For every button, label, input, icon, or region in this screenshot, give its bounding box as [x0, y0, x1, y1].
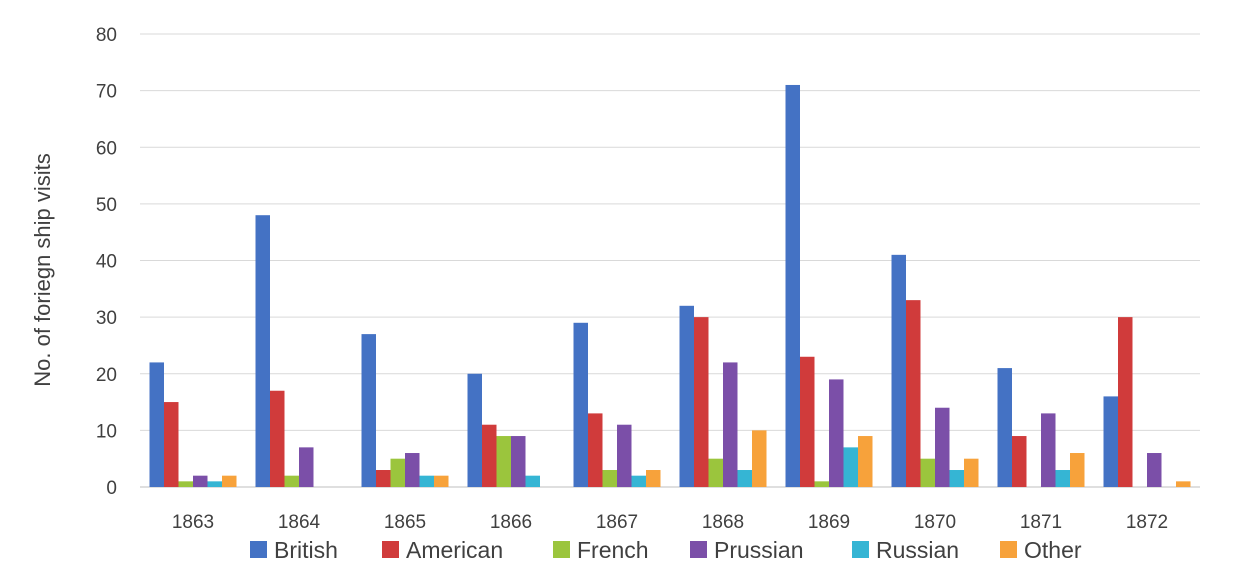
bars: [149, 84, 1191, 488]
bar-russian-1865: [419, 475, 434, 487]
bar-prussian-1872: [1147, 453, 1162, 487]
y-tick-label: 10: [96, 421, 117, 442]
bar-russian-1868: [737, 470, 752, 487]
bar-american-1869: [800, 356, 815, 487]
y-tick-label: 0: [106, 478, 117, 499]
gridlines: [140, 33, 1200, 488]
bar-american-1864: [270, 390, 285, 487]
legend-swatch-american: [382, 541, 399, 558]
bar-other-1871: [1070, 453, 1085, 487]
legend: British American French Prussian Russian Othe…: [250, 537, 1082, 563]
y-tick-label: 80: [96, 25, 117, 46]
bar-other-1869: [858, 436, 873, 487]
x-tick-label: 1865: [384, 512, 426, 533]
legend-swatch-other: [1000, 541, 1017, 558]
bar-british-1865: [361, 334, 376, 487]
y-tick-label: 30: [96, 308, 117, 329]
x-tick-label: 1866: [490, 512, 532, 533]
bar-american-1863: [164, 402, 179, 487]
bar-french-1866: [496, 436, 511, 487]
bar-other-1865: [434, 475, 449, 487]
legend-swatch-french: [553, 541, 570, 558]
y-tick-label: 20: [96, 365, 117, 386]
y-tick-label: 40: [96, 252, 117, 273]
bar-prussian-1863: [193, 475, 208, 487]
bar-british-1871: [997, 368, 1012, 487]
bar-american-1867: [588, 413, 603, 487]
bar-russian-1863: [207, 481, 222, 487]
bar-french-1867: [602, 470, 617, 487]
bar-french-1863: [178, 481, 193, 487]
bar-russian-1871: [1055, 470, 1070, 487]
bar-russian-1866: [525, 475, 540, 487]
bar-other-1870: [964, 458, 979, 487]
legend-label-other: Other: [1024, 537, 1082, 563]
legend-label-french: French: [577, 537, 649, 563]
bar-british-1872: [1103, 396, 1118, 487]
bar-other-1867: [646, 470, 661, 487]
bar-prussian-1865: [405, 453, 420, 487]
bar-british-1866: [467, 373, 482, 487]
bar-british-1864: [255, 215, 270, 487]
bar-british-1870: [891, 254, 906, 487]
bar-american-1872: [1118, 317, 1133, 488]
bar-american-1870: [906, 300, 921, 487]
bar-prussian-1870: [935, 407, 950, 487]
bar-prussian-1866: [511, 436, 526, 487]
bar-british-1868: [679, 305, 694, 487]
x-tick-label: 1870: [914, 512, 956, 533]
x-tick-label: 1864: [278, 512, 321, 533]
bar-british-1863: [149, 362, 164, 487]
bar-french-1870: [920, 458, 935, 487]
bar-russian-1867: [631, 475, 646, 487]
x-tick-label: 1871: [1020, 512, 1062, 533]
legend-label-russian: Russian: [876, 537, 959, 563]
bar-american-1868: [694, 317, 709, 488]
bar-american-1866: [482, 424, 497, 487]
bar-prussian-1869: [829, 379, 844, 487]
bar-french-1869: [814, 481, 829, 487]
bar-american-1865: [376, 470, 391, 487]
bar-british-1869: [785, 84, 800, 488]
bar-prussian-1868: [723, 362, 738, 487]
bar-russian-1870: [949, 470, 964, 487]
y-tick-label: 60: [96, 138, 117, 159]
bar-french-1864: [284, 475, 299, 487]
bar-prussian-1864: [299, 447, 314, 487]
bar-other-1868: [752, 430, 767, 488]
bar-american-1871: [1012, 436, 1027, 487]
x-tick-label: 1869: [808, 512, 850, 533]
bar-other-1872: [1176, 481, 1191, 487]
y-tick-label: 50: [96, 195, 117, 216]
x-tick-label: 1868: [702, 512, 744, 533]
y-tick-label: 70: [96, 82, 117, 103]
x-tick-label: 1872: [1126, 512, 1168, 533]
x-tick-label: 1867: [596, 512, 638, 533]
legend-label-american: American: [406, 537, 503, 563]
legend-label-prussian: Prussian: [714, 537, 803, 563]
legend-swatch-british: [250, 541, 267, 558]
bar-russian-1869: [843, 447, 858, 487]
bar-french-1865: [390, 458, 405, 487]
legend-swatch-prussian: [690, 541, 707, 558]
legend-swatch-russian: [852, 541, 869, 558]
bar-french-1868: [708, 458, 723, 487]
bar-british-1867: [573, 322, 588, 487]
legend-label-british: British: [274, 537, 338, 563]
y-axis-title: No. of foriegn ship visits: [30, 153, 55, 387]
x-tick-label: 1863: [172, 512, 214, 533]
bar-other-1863: [222, 475, 237, 487]
axes: No. of foriegn ship visits 0 10 20 30 40 50 60…: [30, 25, 1168, 533]
bar-prussian-1871: [1041, 413, 1056, 487]
bar-prussian-1867: [617, 424, 632, 487]
